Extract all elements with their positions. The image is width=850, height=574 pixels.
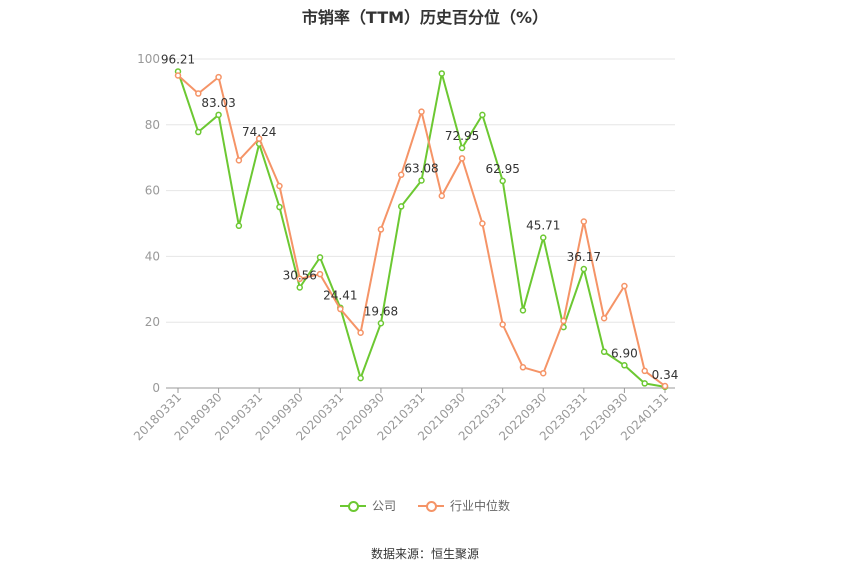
data-label-company: 36.17 bbox=[567, 250, 601, 264]
data-point-industry bbox=[255, 135, 263, 142]
data-label-company: 72.95 bbox=[445, 129, 479, 143]
data-point-industry bbox=[458, 155, 466, 162]
data-label-company: 0.34 bbox=[652, 368, 679, 382]
data-point-industry bbox=[621, 282, 628, 290]
data-point-industry bbox=[337, 305, 344, 313]
legend-item-company[interactable]: 公司 bbox=[339, 497, 396, 514]
data-point-company bbox=[499, 177, 506, 185]
data-point-industry bbox=[479, 220, 486, 227]
data-point-company bbox=[418, 177, 425, 184]
data-point-company bbox=[357, 374, 364, 382]
legend-label-company: 公司 bbox=[371, 499, 396, 513]
data-label-company: 62.95 bbox=[485, 162, 519, 176]
data-point-industry bbox=[641, 367, 648, 375]
y-tick-label: 20 bbox=[145, 315, 160, 329]
data-point-company bbox=[641, 380, 648, 387]
data-label-company: 83.03 bbox=[201, 96, 235, 110]
data-point-company bbox=[479, 111, 486, 119]
data-point-industry bbox=[540, 369, 547, 377]
data-point-company bbox=[580, 265, 588, 273]
data-point-industry bbox=[377, 226, 385, 233]
data-point-industry bbox=[235, 157, 243, 164]
data-point-industry bbox=[316, 270, 324, 278]
data-label-company: 63.08 bbox=[404, 161, 438, 175]
legend: 公司 行业中位数 bbox=[0, 497, 850, 514]
series-lines bbox=[174, 68, 669, 391]
data-label-company: 96.21 bbox=[161, 52, 195, 66]
grid-lines bbox=[166, 58, 675, 323]
data-point-industry bbox=[438, 192, 446, 200]
legend-swatch-company bbox=[339, 500, 366, 512]
data-point-company bbox=[195, 128, 202, 136]
data-point-company bbox=[519, 307, 527, 314]
data-point-industry bbox=[195, 90, 202, 97]
legend-item-industry[interactable]: 行业中位数 bbox=[418, 497, 510, 514]
data-point-industry bbox=[560, 317, 567, 325]
chart-title: 市销率（TTM）历史百分位（%） bbox=[301, 8, 549, 27]
data-point-industry bbox=[215, 73, 222, 81]
data-point-industry bbox=[519, 364, 527, 371]
data-label-company: 6.90 bbox=[611, 346, 638, 360]
data-point-company bbox=[215, 111, 222, 119]
series-line-company bbox=[177, 71, 666, 388]
data-point-company bbox=[276, 203, 283, 211]
data-point-industry bbox=[661, 382, 669, 390]
data-point-industry bbox=[296, 275, 303, 283]
data-point-company bbox=[458, 144, 466, 152]
data-point-company bbox=[377, 320, 385, 327]
data-point-industry bbox=[418, 108, 425, 115]
data-point-industry bbox=[276, 182, 283, 190]
legend-label-industry: 行业中位数 bbox=[450, 499, 511, 513]
data-point-industry bbox=[174, 72, 182, 79]
data-point-industry bbox=[580, 218, 588, 225]
y-tick-label: 80 bbox=[145, 118, 160, 132]
axes: 0204060801002018033120180930201903312019… bbox=[131, 52, 675, 443]
data-label-company: 45.71 bbox=[526, 219, 560, 233]
data-point-company bbox=[235, 222, 243, 230]
data-point-company bbox=[316, 254, 324, 261]
data-point-company bbox=[540, 234, 547, 241]
y-tick-label: 100 bbox=[137, 52, 160, 66]
data-point-industry bbox=[600, 315, 608, 322]
data-point-company bbox=[438, 70, 446, 77]
source-note: 数据来源：恒生聚源 bbox=[370, 547, 479, 561]
data-point-company bbox=[600, 348, 608, 356]
y-tick-label: 60 bbox=[145, 184, 160, 198]
data-point-company bbox=[621, 362, 628, 369]
data-label-company: 19.68 bbox=[364, 304, 398, 318]
data-label-company: 74.24 bbox=[242, 125, 276, 139]
data-point-industry bbox=[357, 329, 364, 336]
series-line-industry bbox=[177, 74, 666, 387]
data-label-company: 24.41 bbox=[323, 289, 357, 303]
data-point-industry bbox=[397, 171, 405, 179]
legend-swatch-industry bbox=[418, 500, 444, 512]
data-point-company bbox=[397, 203, 405, 210]
data-label-company: 30.56 bbox=[283, 268, 317, 282]
data-point-company bbox=[296, 284, 303, 291]
data-labels: 96.21 83.03 74.24 30.56 24.41 19.68 63.08 72.95… bbox=[161, 52, 679, 381]
y-tick-label: 40 bbox=[145, 249, 160, 263]
data-point-industry bbox=[499, 321, 506, 328]
y-tick-label: 0 bbox=[152, 381, 160, 395]
